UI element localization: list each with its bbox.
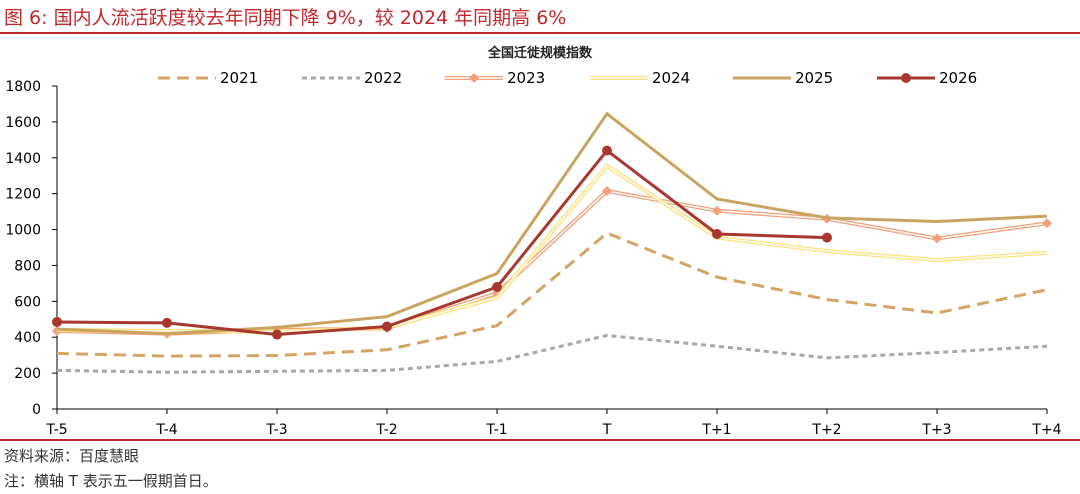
x-tick-label: T-4 xyxy=(155,422,177,436)
legend-marker xyxy=(901,73,911,83)
x-tick-label: T+1 xyxy=(701,422,731,436)
y-tick-label: 600 xyxy=(14,294,41,310)
y-tick-label: 200 xyxy=(14,366,41,382)
legend-item-2026: 2026 xyxy=(877,69,977,87)
series-2024-line xyxy=(56,163,1048,334)
chart-title: 全国迁徙规模指数 xyxy=(487,45,593,61)
legend-item-2024: 2024 xyxy=(590,69,690,87)
series-2024-line-inner xyxy=(56,164,1048,333)
series-2022 xyxy=(56,333,1048,374)
series-2023-line xyxy=(56,188,1048,336)
legend-item-2025: 2025 xyxy=(733,69,833,87)
series-2026-point xyxy=(382,321,392,332)
series-2021-line xyxy=(56,231,1048,358)
legend-item-2021: 2021 xyxy=(158,69,258,87)
x-tick-label: T-5 xyxy=(45,422,67,436)
axis-note: 注：横轴 T 表示五一假期首日。 xyxy=(4,472,218,490)
legend-label: 2024 xyxy=(652,69,690,87)
series-2023-point xyxy=(1042,218,1052,229)
footer-rule xyxy=(0,439,1080,441)
series-2021 xyxy=(56,231,1048,358)
series-2026-point xyxy=(52,316,62,327)
legend-item-2023: 2023 xyxy=(445,69,545,87)
legend-marker xyxy=(469,73,479,83)
legend-label: 2023 xyxy=(507,69,545,87)
series-2024 xyxy=(56,163,1048,334)
series-2023 xyxy=(52,185,1052,339)
series-2026-point xyxy=(602,145,612,156)
series-2026-point xyxy=(822,232,832,243)
y-tick-label: 1800 xyxy=(5,79,41,95)
series-2026-point xyxy=(712,229,722,240)
x-tick-label: T+3 xyxy=(921,422,951,436)
series-2026-point xyxy=(272,329,282,340)
x-tick-label: T-2 xyxy=(375,422,397,436)
header-rule xyxy=(0,32,1080,34)
legend-label: 2022 xyxy=(364,69,402,87)
series-2026 xyxy=(52,145,832,340)
x-tick-label: T-1 xyxy=(485,422,507,436)
series-2023-point xyxy=(932,233,942,244)
line-chart: 全国迁徙规模指数 0 200 400 600 800 1000 1200 1400 1600 180… xyxy=(5,45,1061,436)
series-2025-line xyxy=(56,111,1048,336)
series-2026-line xyxy=(56,148,828,337)
legend-label: 2026 xyxy=(939,69,977,87)
series-2022-line xyxy=(56,333,1048,374)
legend-item-2022: 2022 xyxy=(302,69,402,87)
legend-label: 2021 xyxy=(220,69,258,87)
y-tick-label: 1200 xyxy=(5,187,41,203)
x-tick-label: T-3 xyxy=(265,422,287,436)
source-note: 资料来源：百度慧眼 xyxy=(4,447,140,465)
x-tick-label: T+2 xyxy=(811,422,841,436)
series-2023-point xyxy=(602,185,612,196)
y-tick-label: 1600 xyxy=(5,115,41,131)
legend-label: 2025 xyxy=(795,69,833,87)
x-tick-label: T+4 xyxy=(1031,422,1061,436)
series-2023-point xyxy=(712,205,722,216)
figure-header: 图 6: 国内人流活跃度较去年同期下降 9%，较 2024 年同期高 6% xyxy=(0,0,1080,34)
y-tick-label: 0 xyxy=(32,402,41,418)
y-tick-label: 1400 xyxy=(5,151,41,167)
series-2026-point xyxy=(492,281,502,292)
series-2026-point xyxy=(162,317,172,328)
series-2025 xyxy=(56,111,1048,336)
y-tick-label: 1000 xyxy=(5,223,41,239)
series-2023-line-inner xyxy=(56,190,1048,335)
y-tick-label: 800 xyxy=(14,258,41,274)
y-tick-label: 400 xyxy=(14,330,41,346)
x-tick-label: T xyxy=(602,422,612,436)
figure-title: 图 6: 国内人流活跃度较去年同期下降 9%，较 2024 年同期高 6% xyxy=(4,7,567,29)
